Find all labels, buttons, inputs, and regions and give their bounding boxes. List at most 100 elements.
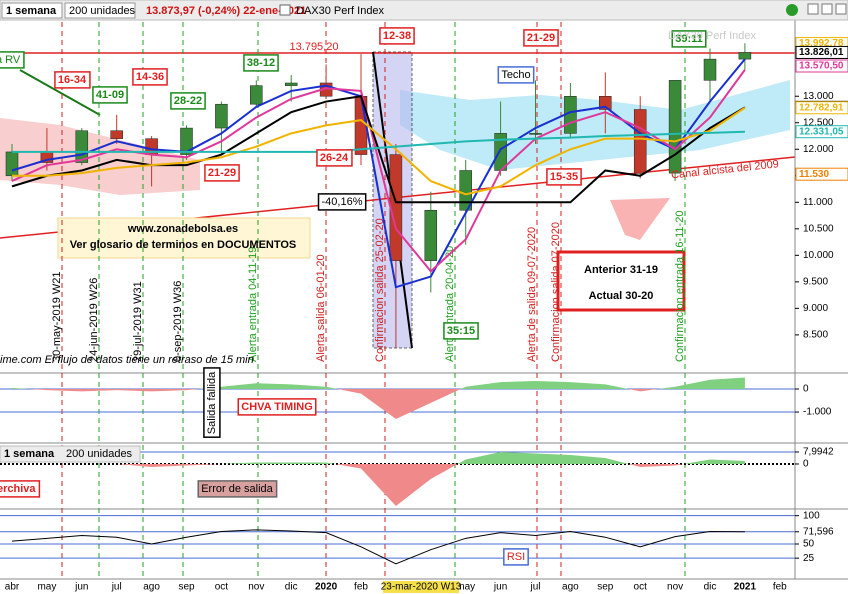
- price-label: 13.570,50: [799, 61, 844, 72]
- price-label: 12.331,05: [799, 126, 844, 137]
- units-select[interactable]: [64, 2, 136, 19]
- annotation: Ver glosario de terminos en DOCUMENTOS: [70, 239, 297, 251]
- candle-body: [284, 82, 298, 86]
- price-label-box: [795, 101, 848, 115]
- annotation: RSI: [507, 551, 525, 563]
- refresh-icon[interactable]: [786, 4, 798, 16]
- y-tick-label: 8.500: [803, 330, 828, 341]
- candle-body: [633, 109, 647, 174]
- alert-label: 29-jul-2019 W31: [132, 281, 144, 362]
- annotation-box: [243, 54, 279, 72]
- annotation: 14-36: [136, 71, 164, 83]
- price-label-box: [795, 167, 848, 181]
- annotation: 26-24: [320, 152, 349, 164]
- price-label: 13.826,01: [799, 47, 844, 58]
- arrow: [19, 69, 101, 116]
- y-tick-label: 12.000: [803, 144, 834, 155]
- alert-label: Alerta de salida 09-07-2020: [526, 227, 538, 362]
- units[interactable]: 200 unidades: [69, 5, 136, 17]
- annotation: 12-38: [383, 30, 411, 42]
- alert-label: 24-jun-2019 W26: [88, 278, 100, 362]
- annotation: 35:15: [447, 325, 475, 337]
- toolbar: [0, 0, 848, 21]
- area-positive: [12, 377, 745, 390]
- annotation-box: [203, 367, 221, 438]
- info-box: [57, 217, 311, 259]
- annotation: -40,16%: [322, 196, 363, 208]
- x-tick-label: sep: [597, 582, 614, 593]
- y-tick-label: 12.500: [803, 117, 834, 128]
- units[interactable]: 200 unidades: [66, 448, 133, 460]
- annotation: 41-09: [96, 89, 124, 101]
- window-button[interactable]: [807, 3, 819, 15]
- annotation: 38-12: [247, 57, 275, 69]
- y-tick-label: 0: [803, 459, 809, 470]
- x-tick-label: ago: [562, 582, 579, 593]
- candle-body: [5, 151, 19, 177]
- annotation: Salida fallida: [206, 371, 218, 434]
- interval-select[interactable]: [1, 2, 63, 19]
- annotation-box: [170, 92, 206, 110]
- annotation: Error de salida: [201, 483, 273, 495]
- candle-body: [738, 52, 752, 60]
- alert-label: Confirmacion salida 25-02-20: [374, 218, 386, 362]
- x-tick-label: feb: [773, 582, 787, 593]
- price-label-box: [795, 45, 848, 59]
- candle-body: [110, 130, 123, 139]
- annotation: ime.com El flujo de datos tiene un retra…: [0, 354, 254, 366]
- series-line: [11, 529, 745, 565]
- annotation: Actual 30-20: [589, 290, 654, 302]
- annotation-box: [0, 480, 41, 498]
- x-tick-label: dic: [704, 582, 717, 593]
- interval[interactable]: 1 semana: [6, 5, 57, 17]
- annotation-box: [671, 30, 707, 48]
- annotation: 39:11: [675, 33, 703, 45]
- price-label: 13.992,78: [799, 38, 844, 49]
- candle-body: [529, 133, 542, 135]
- series-line: [11, 95, 746, 204]
- candle-body: [459, 170, 472, 211]
- cursor-label: 23-mar-2020 W13: [381, 582, 462, 593]
- annotation: 21-29: [527, 32, 555, 44]
- y-tick-label: 71,596: [803, 526, 834, 537]
- x-tick-label: may: [37, 582, 56, 593]
- x-tick-label: 2021: [734, 582, 757, 593]
- x-tick-label: nov: [248, 582, 264, 593]
- price-label: 11.530: [799, 169, 829, 180]
- x-tick-label: abr: [5, 582, 20, 593]
- alert-label: Alerta entrada 04-11-19: [247, 247, 259, 362]
- x-tick-label: jun: [493, 582, 507, 593]
- y-tick-label: 50: [803, 539, 815, 550]
- annotation: www.zonadebolsa.es: [127, 223, 238, 235]
- y-tick-label: 13.000: [803, 91, 834, 102]
- annotation: 15-35: [550, 171, 578, 183]
- window-button[interactable]: [821, 3, 833, 15]
- x-tick-label: oct: [215, 582, 229, 593]
- series-line: [12, 106, 746, 196]
- checkbox[interactable]: [279, 4, 291, 16]
- alert-label: Alerta entrada 20-04-20: [444, 246, 456, 362]
- y-tick-label: 10.500: [803, 223, 834, 234]
- x-tick-label: ago: [143, 582, 160, 593]
- annotation: erchiva: [0, 483, 36, 495]
- alert-label: 30-may-2019 W21: [51, 272, 63, 363]
- x-tick-label: jul: [111, 582, 122, 593]
- annotation-box: [316, 149, 353, 167]
- annotation: DAX30 Perf Index: [668, 30, 757, 42]
- window-button[interactable]: [835, 3, 847, 15]
- candle-body: [703, 58, 717, 81]
- annotation: 28-22: [174, 95, 202, 107]
- price-label-box: [795, 125, 848, 139]
- x-tick-label: feb: [354, 582, 368, 593]
- candle-body: [668, 80, 682, 174]
- annotation-box: [54, 71, 91, 89]
- annotation-box: [132, 68, 168, 86]
- quote: 13.873,97 (-0,24%) 22-ene-2021: [146, 5, 306, 17]
- annotation-box: [443, 322, 479, 340]
- candle-body: [215, 103, 228, 129]
- annotation: 16-34: [58, 74, 87, 86]
- interval[interactable]: 1 semana: [4, 448, 55, 460]
- annotation-box: [497, 66, 535, 84]
